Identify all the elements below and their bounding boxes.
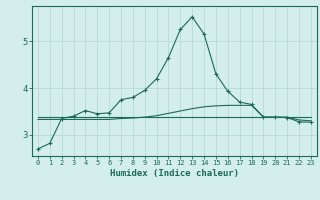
X-axis label: Humidex (Indice chaleur): Humidex (Indice chaleur) — [110, 169, 239, 178]
